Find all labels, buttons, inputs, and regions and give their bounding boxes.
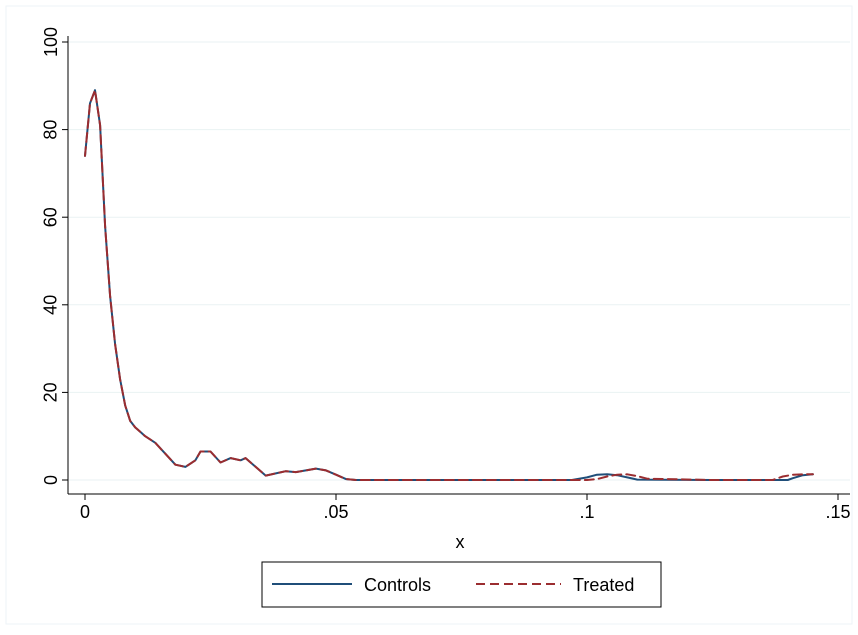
legend: Controls Treated: [261, 561, 662, 608]
x-tick-label: 0: [80, 502, 90, 522]
x-axis-label: x: [456, 532, 465, 552]
y-tick-label: 40: [41, 295, 61, 315]
y-tick-label: 80: [41, 120, 61, 140]
series-line-treated: [84, 89, 814, 481]
y-tick-label: 0: [41, 475, 61, 485]
outer-frame: [5, 5, 853, 625]
series-lines: [84, 89, 814, 481]
x-tick-label: .15: [825, 502, 850, 522]
legend-label-controls: Controls: [364, 575, 431, 595]
axes: [67, 36, 850, 495]
y-tick-label: 20: [41, 382, 61, 402]
legend-label-treated: Treated: [573, 575, 634, 595]
x-tick-label: .05: [323, 502, 348, 522]
x-tick-label: .1: [579, 502, 594, 522]
ticks: 0 20 40 60 80 100 0 .05 .1 .15: [41, 27, 851, 522]
y-tick-label: 60: [41, 207, 61, 227]
y-tick-label: 100: [41, 27, 61, 57]
